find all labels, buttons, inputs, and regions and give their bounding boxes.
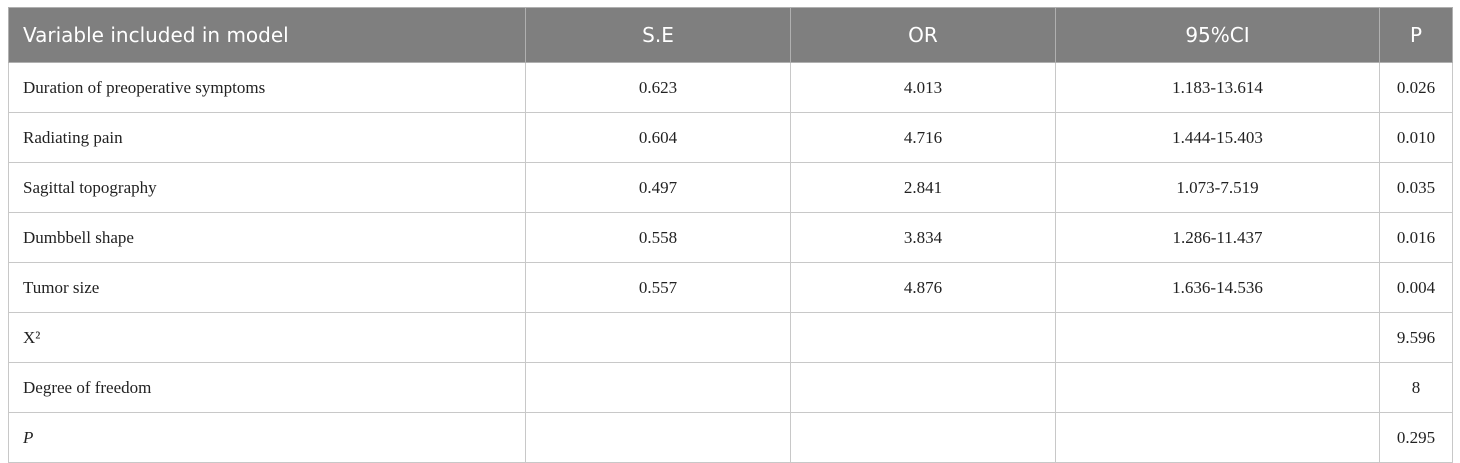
table-cell [525,362,791,413]
table-cell: 3.834 [790,212,1056,263]
table-cell: 1.183-13.614 [1055,62,1380,113]
table-cell: 4.876 [790,262,1056,313]
table-cell [525,312,791,363]
table-cell: 0.604 [525,112,791,163]
table-row: P 0.295 [8,412,1453,463]
results-table: Variable included in model S.E OR 95%CI P Du… [8,7,1453,463]
table-cell: P [8,412,526,463]
table-cell [790,412,1056,463]
table-cell: 0.623 [525,62,791,113]
table-cell: Radiating pain [8,112,526,163]
table-cell: 1.286-11.437 [1055,212,1380,263]
table-cell: 4.013 [790,62,1056,113]
table-cell: 0.035 [1379,162,1453,213]
table-cell: 0.497 [525,162,791,213]
table-cell [1055,312,1380,363]
table-cell: 0.004 [1379,262,1453,313]
table-cell: 1.444-15.403 [1055,112,1380,163]
header-row: Variable included in model S.E OR 95%CI P [8,7,1453,63]
table-cell: Degree of freedom [8,362,526,413]
table-row: Duration of preoperative symptoms 0.623 4.… [8,62,1453,113]
table-cell [790,362,1056,413]
header-cell: OR [790,7,1056,63]
table-cell: Duration of preoperative symptoms [8,62,526,113]
table-cell: 0.010 [1379,112,1453,163]
table-cell [1055,362,1380,413]
table-cell: 4.716 [790,112,1056,163]
table-cell: Dumbbell shape [8,212,526,263]
table-cell [525,412,791,463]
header-cell: S.E [525,7,791,63]
header-cell: 95%CI [1055,7,1380,63]
table-cell: 9.596 [1379,312,1453,363]
table-body: Duration of preoperative symptoms 0.623 4.… [8,62,1453,463]
table-cell [1055,412,1380,463]
table-row: X² 9.596 [8,312,1453,363]
table-row: Sagittal topography 0.497 2.841 1.073-7.519… [8,162,1453,213]
table-cell: Tumor size [8,262,526,313]
table-cell: 8 [1379,362,1453,413]
table-row: Radiating pain 0.604 4.716 1.444-15.403 0.01… [8,112,1453,163]
table-cell: 0.016 [1379,212,1453,263]
table-cell: 2.841 [790,162,1056,213]
table-cell: 0.295 [1379,412,1453,463]
table-cell: Sagittal topography [8,162,526,213]
table-cell: 0.558 [525,212,791,263]
table-cell [790,312,1056,363]
table-cell: 0.026 [1379,62,1453,113]
header-cell: P [1379,7,1453,63]
header-cell: Variable included in model [8,7,526,63]
table-row: Tumor size 0.557 4.876 1.636-14.536 0.004 [8,262,1453,313]
table-cell: 1.636-14.536 [1055,262,1380,313]
table-cell: 1.073-7.519 [1055,162,1380,213]
table-cell: 0.557 [525,262,791,313]
table-row: Dumbbell shape 0.558 3.834 1.286-11.437 0.01… [8,212,1453,263]
table-cell: X² [8,312,526,363]
table-row: Degree of freedom 8 [8,362,1453,413]
